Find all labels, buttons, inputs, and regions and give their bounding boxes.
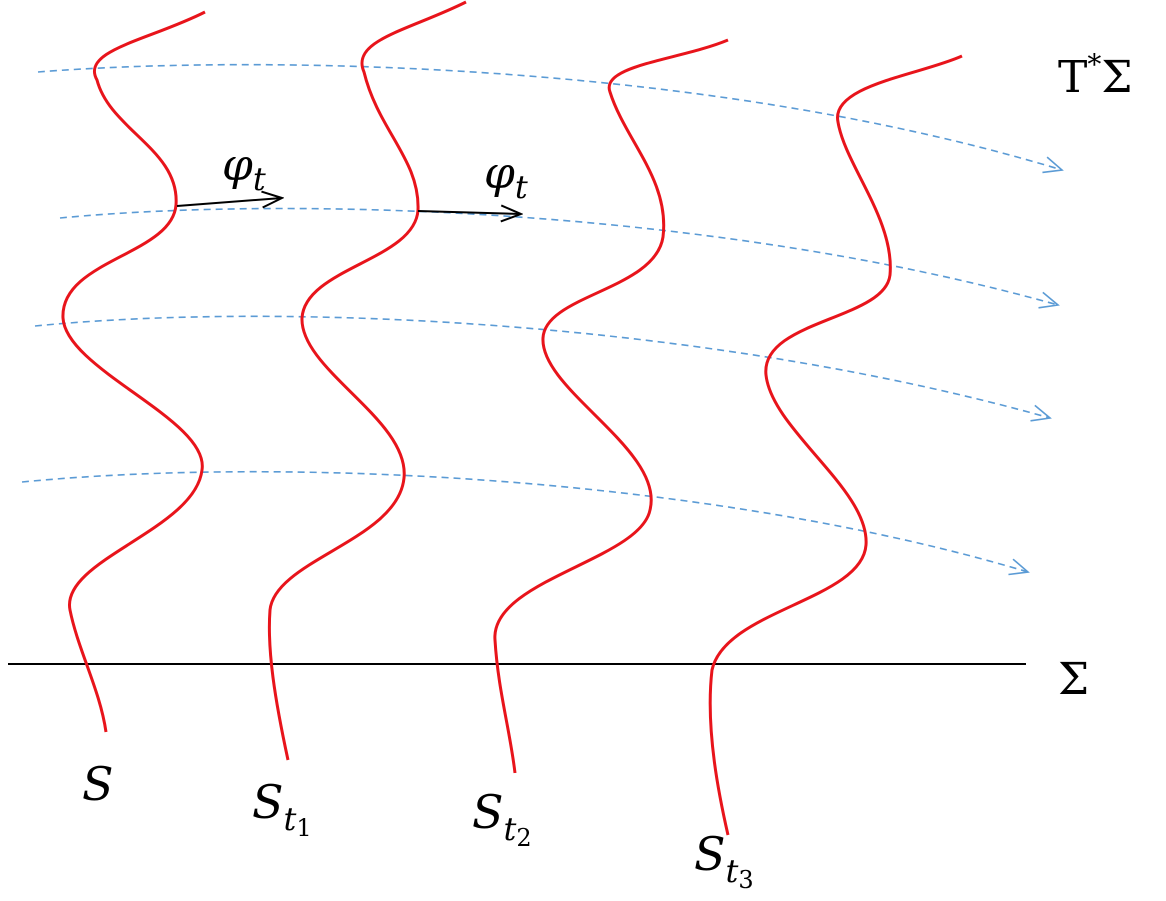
- surface-St1: [267, 0, 467, 761]
- surface-St3: [708, 54, 963, 836]
- flow-lines: [21, 63, 1064, 576]
- surfaces: [61, 0, 963, 836]
- flow-line-2: [59, 207, 1060, 309]
- label-surface-St1: St1: [252, 775, 312, 842]
- surface-S: [61, 10, 206, 733]
- label-surface-S: S: [82, 757, 114, 811]
- flow-arrow-2: [417, 211, 521, 214]
- flow-line-3: [34, 315, 1052, 422]
- flow-line-4: [21, 470, 1030, 576]
- surface-St2: [493, 38, 729, 774]
- label-surface-St3: St3: [694, 827, 754, 894]
- label-flow-1: φt: [222, 140, 266, 198]
- label-flow-2: φt: [484, 148, 528, 206]
- label-surface-St2: St2: [472, 785, 532, 852]
- flow-arrow-1: [176, 198, 282, 206]
- label-sigma: Σ: [1058, 654, 1089, 705]
- flow-line-1: [37, 63, 1064, 174]
- label-space: T*Σ: [1058, 48, 1132, 103]
